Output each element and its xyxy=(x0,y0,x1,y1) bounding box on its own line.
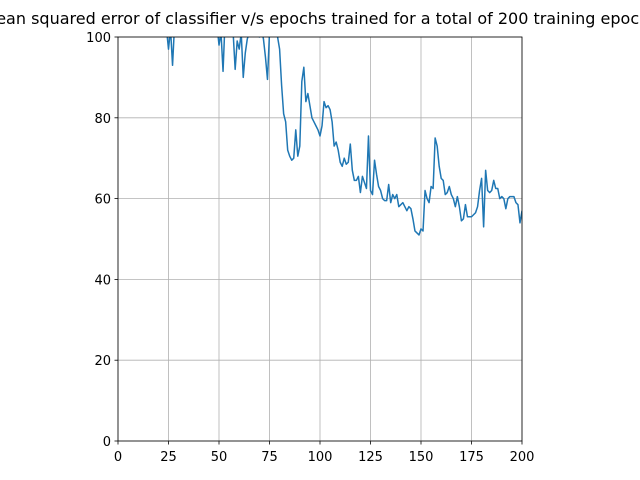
x-tick-label: 25 xyxy=(160,450,177,465)
y-tick-label: 100 xyxy=(86,31,111,46)
x-tick-label: 50 xyxy=(211,450,228,465)
x-tick-label: 125 xyxy=(358,450,383,465)
y-tick-label: 0 xyxy=(103,435,111,450)
x-tick-label: 75 xyxy=(261,450,278,465)
x-tick-label: 175 xyxy=(459,450,484,465)
y-tick-label: 80 xyxy=(94,112,111,127)
y-tick-label: 60 xyxy=(94,193,111,208)
y-tick-label: 20 xyxy=(94,354,111,369)
x-tick-label: 150 xyxy=(409,450,434,465)
x-tick-label: 200 xyxy=(510,450,535,465)
chart-title: Mean squared error of classifier v/s epo… xyxy=(0,9,640,28)
data-line xyxy=(166,37,522,236)
y-tick-label: 40 xyxy=(94,273,111,288)
x-tick-label: 0 xyxy=(114,450,122,465)
plot-frame xyxy=(117,36,523,442)
x-tick-label: 100 xyxy=(308,450,333,465)
